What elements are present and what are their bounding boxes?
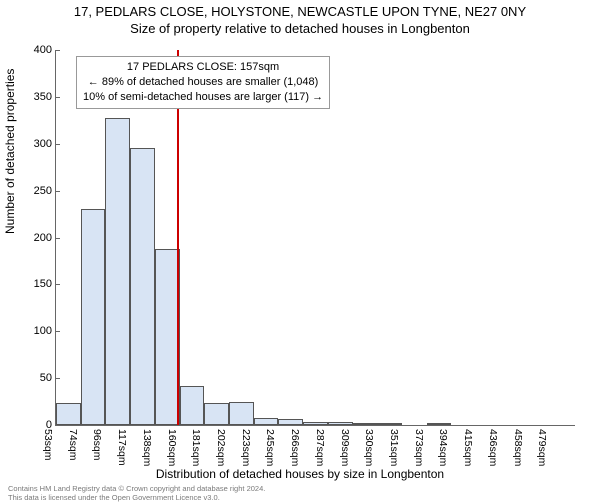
bar	[229, 402, 254, 425]
annotation-line2: ← 89% of detached houses are smaller (1,…	[83, 75, 323, 90]
bar	[328, 422, 353, 425]
x-tick: 266sqm	[289, 429, 301, 466]
y-tick: 300	[34, 138, 56, 150]
x-tick: 458sqm	[512, 429, 524, 466]
bar	[303, 422, 328, 425]
bar	[377, 423, 402, 425]
annotation-line1: 17 PEDLARS CLOSE: 157sqm	[83, 60, 323, 75]
bar	[81, 209, 106, 425]
y-tick: 100	[34, 325, 56, 337]
y-tick: 150	[34, 278, 56, 290]
x-axis-label: Distribution of detached houses by size …	[0, 467, 600, 481]
bar	[56, 403, 81, 425]
x-tick: 415sqm	[462, 429, 474, 466]
footer-line2: This data is licensed under the Open Gov…	[8, 493, 265, 502]
x-tick: 287sqm	[314, 429, 326, 466]
x-tick: 117sqm	[116, 429, 128, 466]
y-tick: 400	[34, 44, 56, 56]
y-tick: 350	[34, 91, 56, 103]
x-tick: 160sqm	[166, 429, 178, 466]
x-tick: 245sqm	[264, 429, 276, 466]
histogram-chart: 050100150200250300350400 53sqm74sqm96sqm…	[55, 50, 575, 426]
y-axis-label: Number of detached properties	[3, 69, 17, 234]
page-title: 17, PEDLARS CLOSE, HOLYSTONE, NEWCASTLE …	[0, 4, 600, 19]
bar	[204, 403, 229, 426]
x-tick: 138sqm	[141, 429, 153, 466]
y-tick: 250	[34, 185, 56, 197]
x-tick: 53sqm	[42, 429, 54, 461]
x-tick: 351sqm	[388, 429, 400, 466]
bar	[180, 386, 205, 425]
bar	[353, 423, 378, 425]
x-tick: 479sqm	[536, 429, 548, 466]
footer-line1: Contains HM Land Registry data © Crown c…	[8, 484, 265, 493]
annotation-line3: 10% of semi-detached houses are larger (…	[83, 90, 323, 105]
x-tick: 373sqm	[413, 429, 425, 466]
bar	[105, 118, 130, 426]
bar	[278, 419, 303, 425]
x-tick: 74sqm	[67, 429, 79, 461]
x-tick: 202sqm	[215, 429, 227, 466]
y-tick: 50	[40, 372, 56, 384]
x-tick: 223sqm	[240, 429, 252, 466]
bar	[130, 148, 155, 426]
x-tick: 330sqm	[363, 429, 375, 466]
y-tick: 200	[34, 232, 56, 244]
x-tick: 394sqm	[437, 429, 449, 466]
x-tick: 436sqm	[487, 429, 499, 466]
x-tick: 309sqm	[339, 429, 351, 466]
bar	[427, 423, 452, 425]
footer-attribution: Contains HM Land Registry data © Crown c…	[8, 484, 265, 502]
page-subtitle: Size of property relative to detached ho…	[0, 21, 600, 36]
annotation-box: 17 PEDLARS CLOSE: 157sqm ← 89% of detach…	[76, 56, 330, 109]
x-tick: 181sqm	[190, 429, 202, 466]
bar	[254, 418, 279, 425]
x-tick: 96sqm	[91, 429, 103, 461]
